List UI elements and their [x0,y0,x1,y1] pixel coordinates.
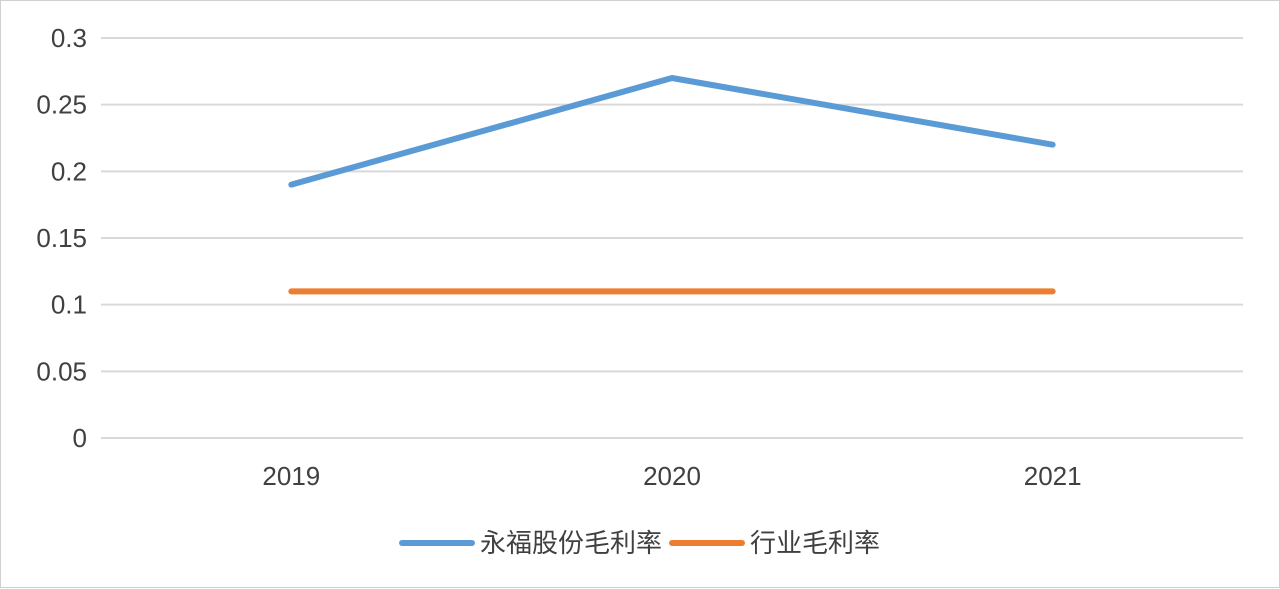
x-axis-tick-labels: 2019 2020 2021 [262,461,1081,491]
series-line [291,78,1052,185]
x-tick-label: 2021 [1024,461,1082,491]
y-tick-label: 0.1 [51,290,87,320]
y-tick-label: 0.2 [51,156,87,186]
y-tick-label: 0.05 [36,356,87,386]
y-tick-label: 0.25 [36,90,87,120]
gridlines [101,38,1243,438]
legend-item: 永福股份毛利率 [402,529,662,559]
series-lines [291,78,1053,292]
legend-label: 行业毛利率 [750,529,880,559]
x-tick-label: 2019 [262,461,320,491]
x-tick-label: 2020 [643,461,701,491]
legend: 永福股份毛利率 行业毛利率 [402,529,880,559]
y-tick-label: 0.3 [51,23,87,53]
y-axis-tick-labels: 0 0.05 0.1 0.15 0.2 0.25 0.3 [36,23,87,453]
legend-label: 永福股份毛利率 [480,529,662,559]
y-tick-label: 0 [73,423,87,453]
y-tick-label: 0.15 [36,223,87,253]
legend-item: 行业毛利率 [672,529,880,559]
